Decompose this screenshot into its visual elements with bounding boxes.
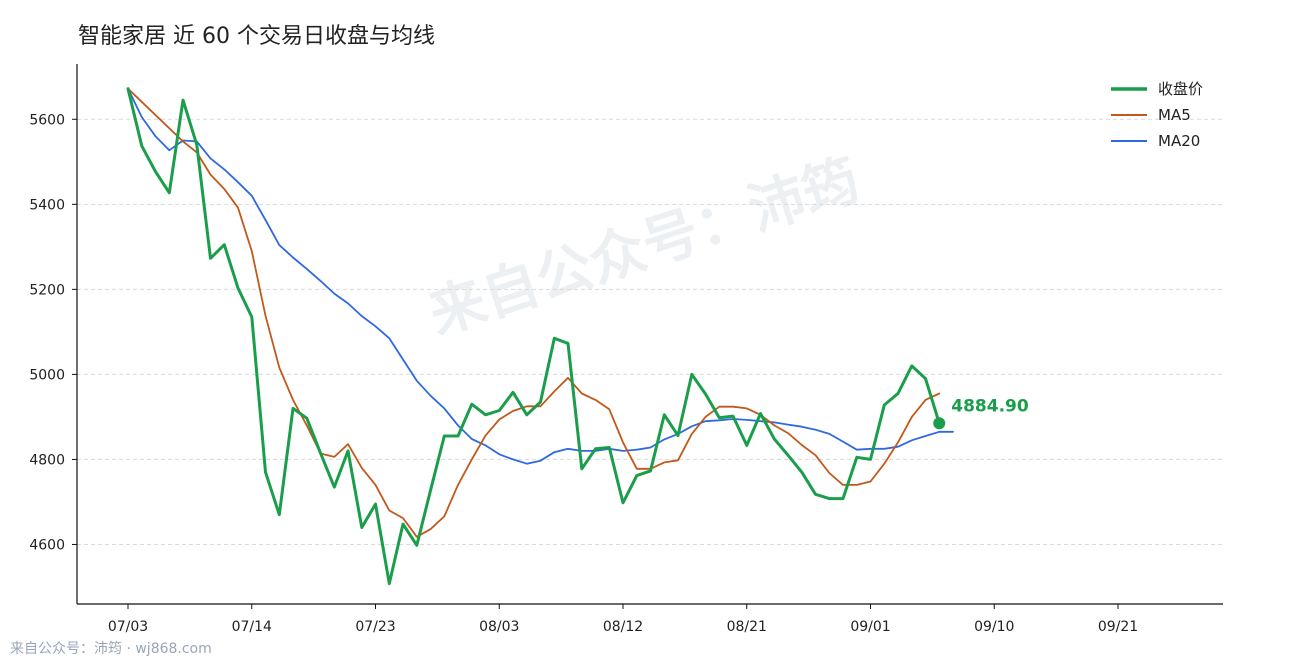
last-value-label: 4884.90 xyxy=(951,396,1029,416)
series-line-ma20 xyxy=(127,87,954,465)
y-tick-label: 5000 xyxy=(29,367,65,383)
x-tick-label: 09/10 xyxy=(974,619,1014,635)
y-tick-label: 5600 xyxy=(29,112,65,128)
x-tick-label: 08/21 xyxy=(727,619,767,635)
legend-label: MA5 xyxy=(1158,106,1191,124)
x-tick-label: 07/14 xyxy=(232,619,272,635)
y-tick-label: 4800 xyxy=(29,452,65,468)
x-tick-label: 09/01 xyxy=(850,619,890,635)
watermark: 来自公众号：沛筠 xyxy=(421,147,867,347)
x-tick-label: 08/03 xyxy=(479,619,519,635)
x-tick-label: 07/03 xyxy=(108,619,148,635)
chart-title: 智能家居 近 60 个交易日收盘与均线 xyxy=(78,24,435,49)
x-tick-label: 08/12 xyxy=(603,619,643,635)
footer-credit: 来自公众号：沛筠 · wj868.com xyxy=(10,641,212,657)
series-line-ma5 xyxy=(127,87,941,538)
x-tick-label: 07/23 xyxy=(355,619,395,635)
series-line-close xyxy=(126,87,941,586)
last-point-marker xyxy=(933,417,946,430)
y-tick-label: 4600 xyxy=(29,537,65,553)
y-tick-label: 5200 xyxy=(29,282,65,298)
legend-label: MA20 xyxy=(1158,132,1200,150)
y-tick-label: 5400 xyxy=(29,197,65,213)
x-tick-label: 09/21 xyxy=(1098,619,1138,635)
legend-label: 收盘价 xyxy=(1158,80,1203,98)
